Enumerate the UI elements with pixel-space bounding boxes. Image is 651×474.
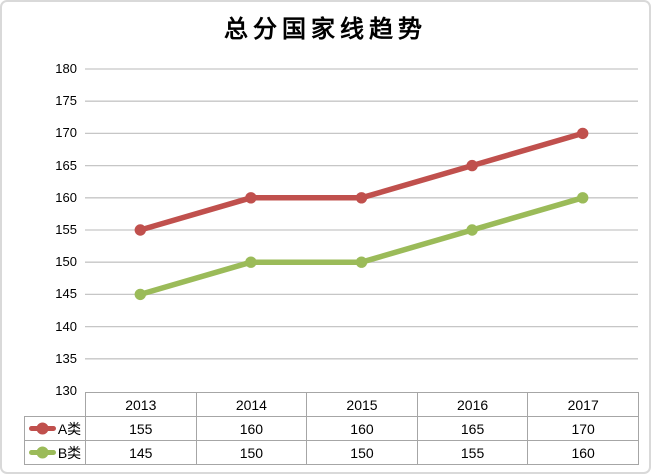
data-point-marker [577, 192, 589, 204]
year-header-cell: 2016 [416, 392, 529, 417]
series-name-label: A类 [57, 420, 82, 437]
year-header-cell: 2017 [527, 392, 639, 417]
value-cell: 160 [195, 416, 308, 441]
year-header-cell: 2014 [195, 392, 308, 417]
y-axis-tick-label: 165 [55, 157, 77, 173]
data-point-marker [466, 159, 478, 172]
value-cell: 170 [527, 416, 639, 441]
y-axis-tick-label: 150 [55, 254, 77, 270]
data-point-marker [134, 224, 146, 236]
y-axis-tick-label: 175 [55, 93, 77, 109]
y-axis-tick-label: 135 [55, 350, 77, 366]
value-cell: 150 [306, 440, 418, 465]
y-axis-tick-label: 170 [55, 125, 77, 141]
y-axis-tick-label: 140 [55, 318, 77, 334]
data-point-marker [134, 288, 146, 301]
data-point-marker [577, 127, 589, 140]
table-corner-cell [25, 393, 86, 417]
legend-cell-0: A类 [24, 416, 86, 441]
y-axis-tick-label: 160 [55, 189, 77, 205]
value-cell: 155 [85, 416, 197, 441]
data-point-marker [245, 192, 257, 204]
year-header-cell: 2015 [306, 392, 418, 417]
data-point-marker [245, 256, 257, 268]
value-cell: 160 [527, 440, 639, 465]
legend-key-icon-0 [28, 422, 56, 435]
y-axis-tick-label: 130 [55, 383, 77, 398]
value-cell: 150 [195, 440, 308, 465]
data-point-marker [355, 192, 368, 204]
value-cell: 165 [416, 416, 529, 441]
table-row: B类 145 150 150 155 160 [24, 440, 639, 465]
data-point-marker [466, 224, 478, 236]
legend-key-icon-1 [28, 446, 56, 459]
value-cell: 155 [416, 440, 529, 465]
y-axis-tick-label: 180 [55, 61, 77, 76]
series-name-label: B类 [57, 444, 82, 461]
y-axis-tick-label: 145 [55, 286, 77, 302]
year-header-cell: 2013 [85, 392, 197, 417]
data-point-marker [355, 256, 368, 268]
value-cell: 145 [85, 440, 197, 465]
table-row: A类 155 160 160 165 170 [24, 416, 639, 441]
legend-cell-1: B类 [24, 440, 86, 465]
chart-data-table: 2013 2014 2015 2016 2017 A类 155 160 160 165 170 B类 1… [24, 392, 639, 465]
y-axis-tick-label: 155 [55, 222, 77, 237]
chart-title: 总分国家线趋势 [224, 17, 427, 43]
value-cell: 160 [306, 416, 418, 441]
